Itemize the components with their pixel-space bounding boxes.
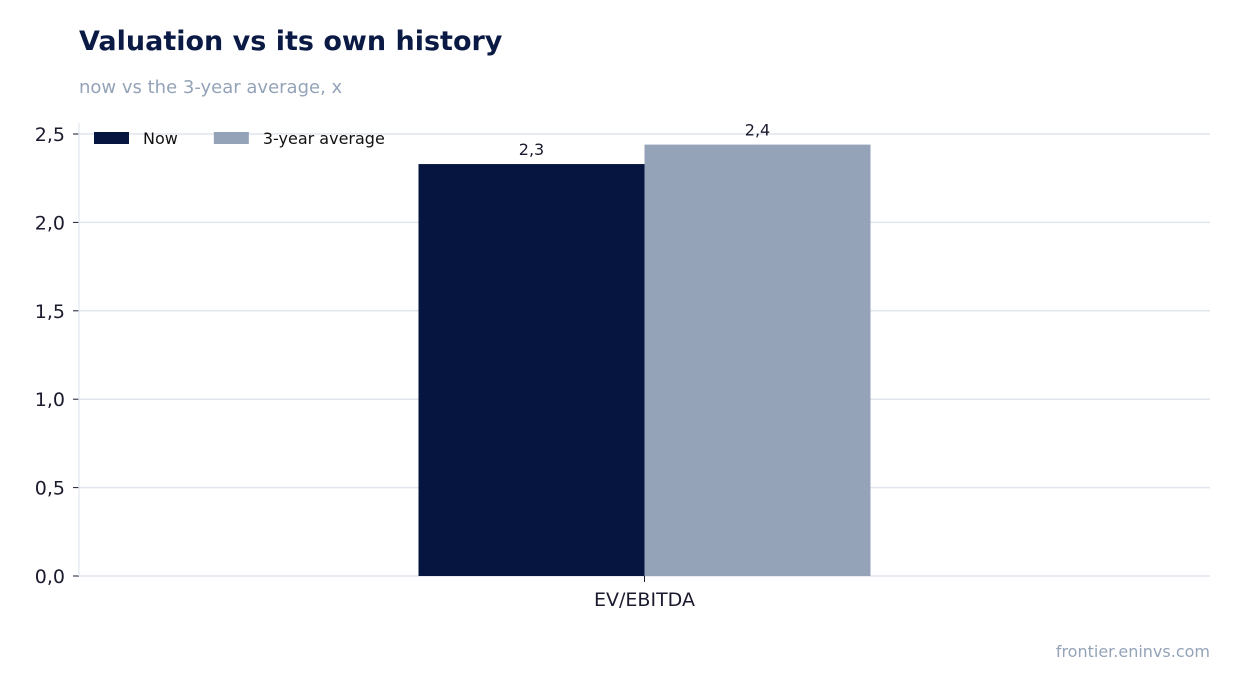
source-credit: frontier.eninvs.com <box>1055 642 1210 661</box>
chart-title: Valuation vs its own history <box>79 26 503 57</box>
legend: Now 3-year average <box>94 129 385 148</box>
bar-now <box>418 164 645 576</box>
bar-3-year-average <box>644 144 871 576</box>
y-tick-label: 1,0 <box>35 389 65 411</box>
y-tick-label: 1,5 <box>35 301 65 323</box>
x-category-label: EV/EBITDA <box>594 589 695 611</box>
data-label: 2,4 <box>745 121 770 140</box>
legend-label: 3-year average <box>263 129 385 148</box>
labels: 0,0 0,5 1,0 1,5 2,0 2,5 2,3 2,4 EV/EBITDA <box>35 121 770 611</box>
legend-swatch <box>213 132 249 144</box>
legend-swatch <box>94 132 129 144</box>
legend-label: Now <box>143 129 178 148</box>
bars <box>418 144 871 576</box>
chart-subtitle: now vs the 3-year average, x <box>79 77 343 98</box>
y-tick-label: 2,0 <box>35 212 65 234</box>
y-tick-label: 2,5 <box>35 124 65 146</box>
y-tick-label: 0,0 <box>35 566 65 588</box>
y-tick-label: 0,5 <box>35 478 65 500</box>
data-label: 2,3 <box>519 140 544 159</box>
axes <box>73 123 645 582</box>
